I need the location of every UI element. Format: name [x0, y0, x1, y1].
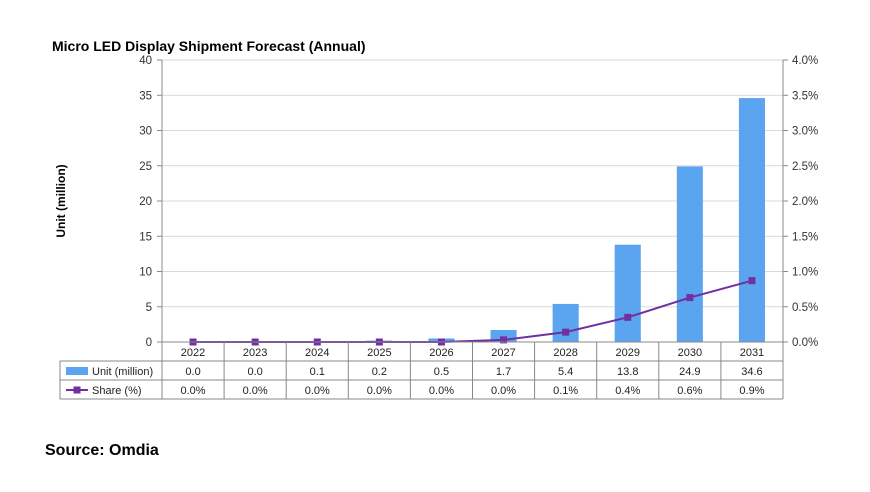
share-value-label: 0.0%	[491, 385, 516, 397]
unit-value-label: 0.0	[248, 366, 263, 378]
bar	[614, 244, 641, 342]
share-value-label: 0.4%	[615, 385, 640, 397]
unit-value-label: 0.1	[310, 366, 325, 378]
y-tick-label: 20	[139, 196, 152, 208]
share-point	[562, 328, 570, 336]
legend-key-unit	[66, 367, 88, 375]
share-value-label: 0.6%	[677, 385, 702, 397]
y2-tick-label: 1.0%	[792, 267, 818, 279]
x-tick-label: 2029	[616, 347, 640, 359]
x-tick-label: 2025	[367, 347, 391, 359]
y-tick-label: 30	[139, 126, 152, 138]
bar	[552, 303, 579, 342]
share-value-label: 0.0%	[181, 385, 206, 397]
x-tick-label: 2031	[740, 347, 764, 359]
y2-tick-label: 3.0%	[792, 126, 818, 138]
bar	[490, 330, 517, 342]
unit-value-label: 0.0	[185, 366, 200, 378]
share-point	[500, 336, 508, 344]
chart-title: Micro LED Display Shipment Forecast (Ann…	[52, 38, 366, 54]
unit-value-label: 34.6	[741, 366, 762, 378]
share-value-label: 0.9%	[739, 385, 764, 397]
x-tick-label: 2028	[553, 347, 577, 359]
x-tick-label: 2022	[181, 347, 205, 359]
share-value-label: 0.0%	[429, 385, 454, 397]
share-value-label: 0.0%	[367, 385, 392, 397]
bar	[676, 166, 703, 342]
unit-value-label: 0.5	[434, 366, 449, 378]
share-point	[686, 294, 694, 302]
x-tick-label: 2026	[429, 347, 453, 359]
share-value-label: 0.1%	[553, 385, 578, 397]
x-tick-label: 2023	[243, 347, 267, 359]
y2-tick-label: 2.0%	[792, 196, 818, 208]
y2-tick-label: 0.0%	[792, 337, 818, 349]
y2-tick-label: 4.0%	[792, 55, 818, 67]
y-tick-label: 25	[139, 161, 152, 173]
legend-label-share: Share (%)	[92, 385, 142, 397]
y2-tick-label: 1.5%	[792, 231, 818, 243]
y-tick-label: 0	[146, 337, 152, 349]
x-tick-label: 2024	[305, 347, 329, 359]
legend-label-unit: Unit (million)	[92, 366, 153, 378]
x-tick-label: 2030	[678, 347, 702, 359]
bar	[738, 98, 765, 342]
unit-value-label: 5.4	[558, 366, 573, 378]
x-tick-label: 2027	[491, 347, 515, 359]
y-tick-label: 10	[139, 267, 152, 279]
y2-tick-label: 0.5%	[792, 302, 818, 314]
source-note: Source: Omdia	[45, 442, 159, 459]
y2-tick-label: 3.5%	[792, 90, 818, 102]
share-line	[193, 279, 753, 343]
unit-value-label: 13.8	[617, 366, 638, 378]
y-tick-label: 40	[139, 55, 152, 67]
share-point	[748, 277, 756, 285]
unit-value-label: 0.2	[372, 366, 387, 378]
unit-value-label: 1.7	[496, 366, 511, 378]
share-point	[624, 313, 632, 321]
legend-key-share-marker	[73, 386, 81, 394]
share-value-label: 0.0%	[305, 385, 330, 397]
y2-tick-label: 2.5%	[792, 161, 818, 173]
y-tick-label: 15	[139, 231, 152, 243]
y-tick-label: 5	[146, 302, 152, 314]
unit-value-label: 24.9	[679, 366, 700, 378]
y-tick-label: 35	[139, 90, 152, 102]
share-value-label: 0.0%	[243, 385, 268, 397]
